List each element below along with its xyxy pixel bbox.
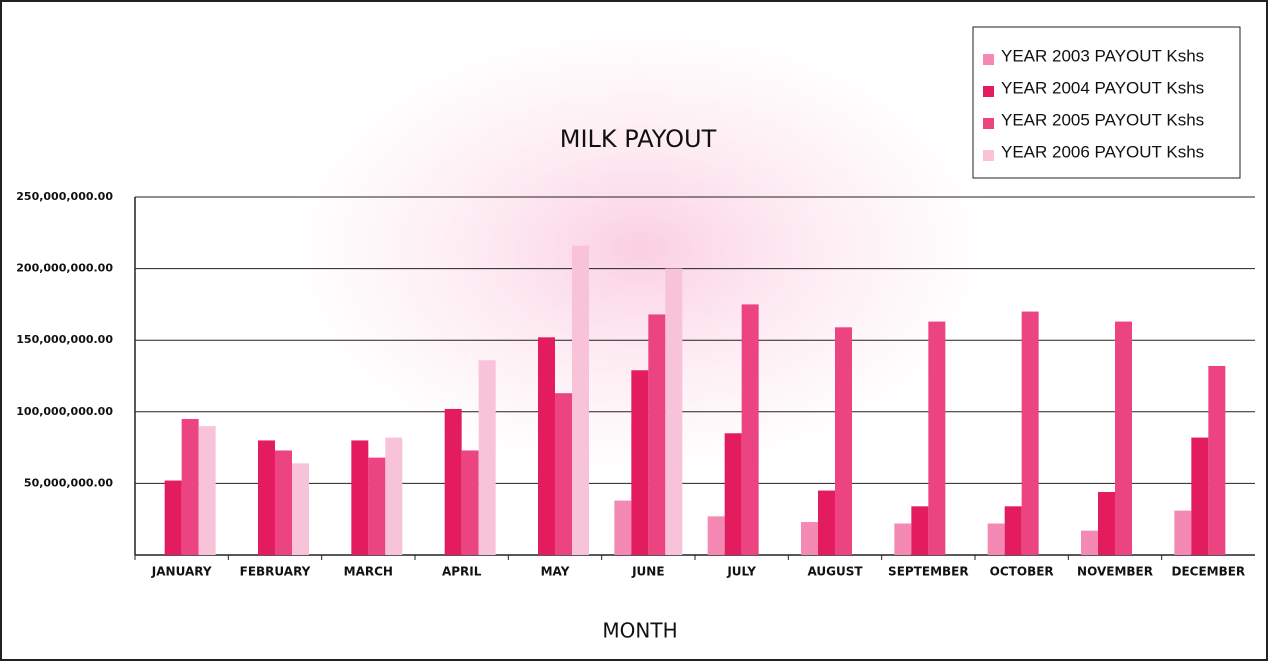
chart-title: MILK PAYOUT [560,125,717,153]
bar [835,327,852,555]
x-tick-label: MAY [541,565,570,579]
bar [708,516,725,555]
legend-swatch [983,118,994,129]
bar [725,433,742,555]
bar [648,314,665,555]
bar [351,440,368,555]
x-tick-label: OCTOBER [990,565,1054,579]
bar [631,370,648,555]
bar [614,501,631,555]
y-tick-label: 150,000,000.00 [16,333,113,346]
x-tick-label: SEPTEMBER [888,565,969,579]
legend-swatch [983,150,994,161]
bar [1098,492,1115,555]
bar [385,438,402,555]
x-tick-label: JULY [726,565,756,579]
bar [368,458,385,555]
bar [894,523,911,555]
bar [292,463,309,555]
bar [742,304,759,555]
bar [1005,506,1022,555]
bar [801,522,818,555]
x-tick-label: JANUARY [151,565,212,579]
legend-label: YEAR 2006 PAYOUT Kshs [1001,142,1204,161]
legend-label: YEAR 2004 PAYOUT Kshs [1001,78,1204,97]
legend-swatch [983,86,994,97]
x-axis-label: MONTH [602,619,677,643]
bar [182,419,199,555]
x-tick-label: NOVEMBER [1077,565,1153,579]
bar [818,491,835,555]
bar [165,481,182,555]
y-tick-label: 200,000,000.00 [16,262,113,275]
y-tick-label: 250,000,000.00 [16,190,113,203]
bar [928,322,945,555]
bar [538,337,555,555]
bar [1022,312,1039,555]
y-tick-label: 100,000,000.00 [16,405,113,418]
bar [258,440,275,555]
legend-swatch [983,54,994,65]
bar [665,269,682,555]
legend-label: YEAR 2003 PAYOUT Kshs [1001,46,1204,65]
legend-label: YEAR 2005 PAYOUT Kshs [1001,110,1204,129]
bar [572,246,589,555]
bar [988,523,1005,555]
bar [555,393,572,555]
x-tick-label: DECEMBER [1171,565,1245,579]
y-tick-label: 50,000,000.00 [24,476,113,489]
chart: MILK PAYOUT MONTH 50,000,000.00 100,000,0… [0,0,1270,661]
x-tick-label: JUNE [631,565,664,579]
x-tick-label: AUGUST [807,565,863,579]
bar [1081,531,1098,555]
x-tick-label: MARCH [344,565,393,579]
x-tick-label: APRIL [442,565,482,579]
bar [911,506,928,555]
bar [479,360,496,555]
bar [199,426,216,555]
bar [1174,511,1191,555]
bar [1191,438,1208,555]
bar [445,409,462,555]
bar [1208,366,1225,555]
bar [275,450,292,555]
bar [1115,322,1132,555]
x-tick-label: FEBRUARY [240,565,311,579]
bar [462,450,479,555]
